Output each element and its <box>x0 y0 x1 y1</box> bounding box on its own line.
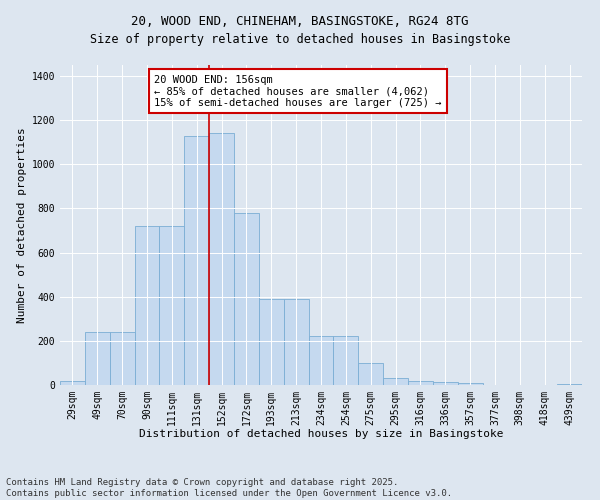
Bar <box>284 299 308 385</box>
Bar <box>308 336 334 385</box>
X-axis label: Distribution of detached houses by size in Basingstoke: Distribution of detached houses by size … <box>139 430 503 440</box>
Bar <box>433 382 458 385</box>
Bar <box>160 226 184 385</box>
Bar <box>458 383 482 385</box>
Bar <box>209 134 234 385</box>
Bar <box>60 380 85 385</box>
Bar <box>110 332 134 385</box>
Bar <box>184 136 209 385</box>
Y-axis label: Number of detached properties: Number of detached properties <box>17 127 28 323</box>
Text: Contains HM Land Registry data © Crown copyright and database right 2025.
Contai: Contains HM Land Registry data © Crown c… <box>6 478 452 498</box>
Bar <box>259 299 284 385</box>
Bar <box>334 336 358 385</box>
Bar <box>134 226 160 385</box>
Bar <box>358 363 383 385</box>
Text: Size of property relative to detached houses in Basingstoke: Size of property relative to detached ho… <box>90 32 510 46</box>
Text: 20, WOOD END, CHINEHAM, BASINGSTOKE, RG24 8TG: 20, WOOD END, CHINEHAM, BASINGSTOKE, RG2… <box>131 15 469 28</box>
Text: 20 WOOD END: 156sqm
← 85% of detached houses are smaller (4,062)
15% of semi-det: 20 WOOD END: 156sqm ← 85% of detached ho… <box>154 74 442 108</box>
Bar <box>383 378 408 385</box>
Bar <box>557 384 582 385</box>
Bar <box>408 380 433 385</box>
Bar <box>85 332 110 385</box>
Bar <box>234 213 259 385</box>
